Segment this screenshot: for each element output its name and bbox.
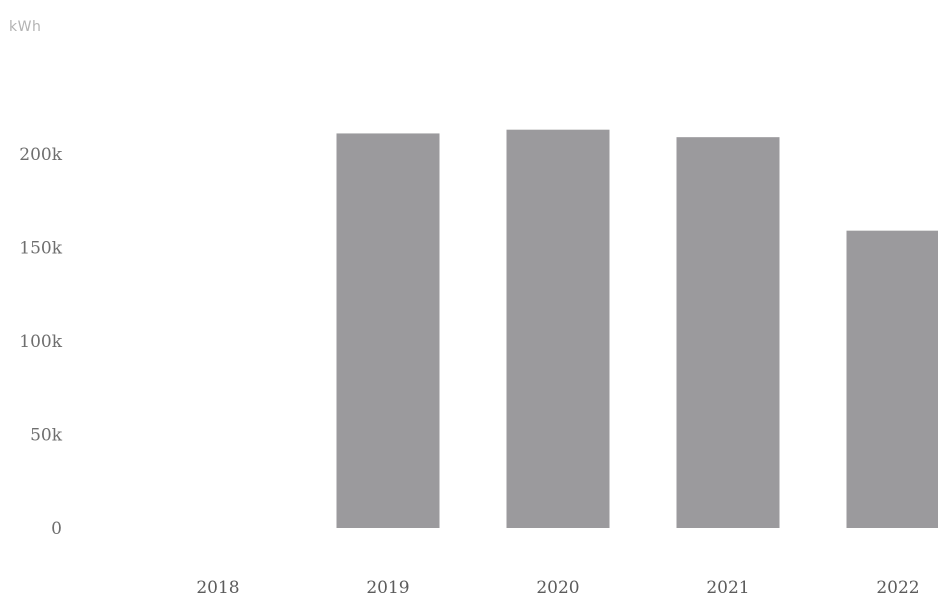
y-tick-label: 200k: [19, 145, 62, 165]
bar-2021: [677, 137, 780, 528]
y-tick-label: 0: [51, 519, 62, 539]
x-tick-label-2019: 2019: [366, 578, 409, 597]
x-tick-label-2020: 2020: [536, 578, 579, 597]
y-tick-label: 100k: [19, 332, 62, 352]
y-axis-unit-label: kWh: [9, 19, 41, 35]
bar-2019: [337, 133, 440, 528]
x-tick-label-2018: 2018: [196, 578, 239, 597]
y-tick-label: 150k: [19, 239, 62, 259]
y-tick-label: 50k: [30, 426, 63, 446]
bar-2022: [847, 231, 938, 528]
bar-2020: [507, 130, 610, 528]
x-tick-label-2022: 2022: [876, 578, 919, 597]
x-tick-label-2021: 2021: [706, 578, 749, 597]
